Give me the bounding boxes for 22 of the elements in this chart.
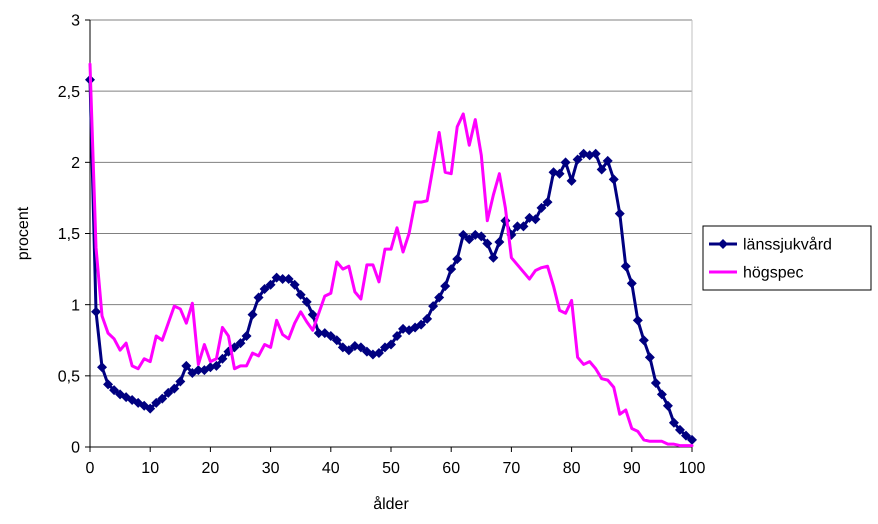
x-axis-title: ålder <box>373 496 410 513</box>
x-tick-label: 50 <box>382 460 400 477</box>
y-tick-label: 1,5 <box>58 226 80 244</box>
x-tick-label: 60 <box>442 460 460 477</box>
y-tick-label: 2 <box>71 154 80 172</box>
y-axis-title: procent <box>15 206 32 260</box>
y-tick-label: 0 <box>71 440 80 457</box>
x-tick-label: 90 <box>622 460 641 477</box>
x-tick-label: 70 <box>502 460 520 477</box>
x-tick-label: 30 <box>262 460 280 477</box>
y-tick-label: 2,5 <box>58 84 80 101</box>
x-tick-label: 40 <box>322 460 340 477</box>
legend-label: länssjukvård <box>743 236 832 254</box>
y-tick-label: 3 <box>71 12 80 30</box>
y-tick-label: 1 <box>71 297 80 314</box>
x-tick-label: 20 <box>202 460 220 477</box>
x-tick-label: 10 <box>141 460 160 477</box>
x-tick-label: 80 <box>562 460 581 477</box>
x-tick-label: 0 <box>86 460 95 477</box>
legend-label: högspec <box>743 264 804 282</box>
x-tick-label: 100 <box>678 460 706 477</box>
y-tick-label: 0,5 <box>58 368 80 386</box>
